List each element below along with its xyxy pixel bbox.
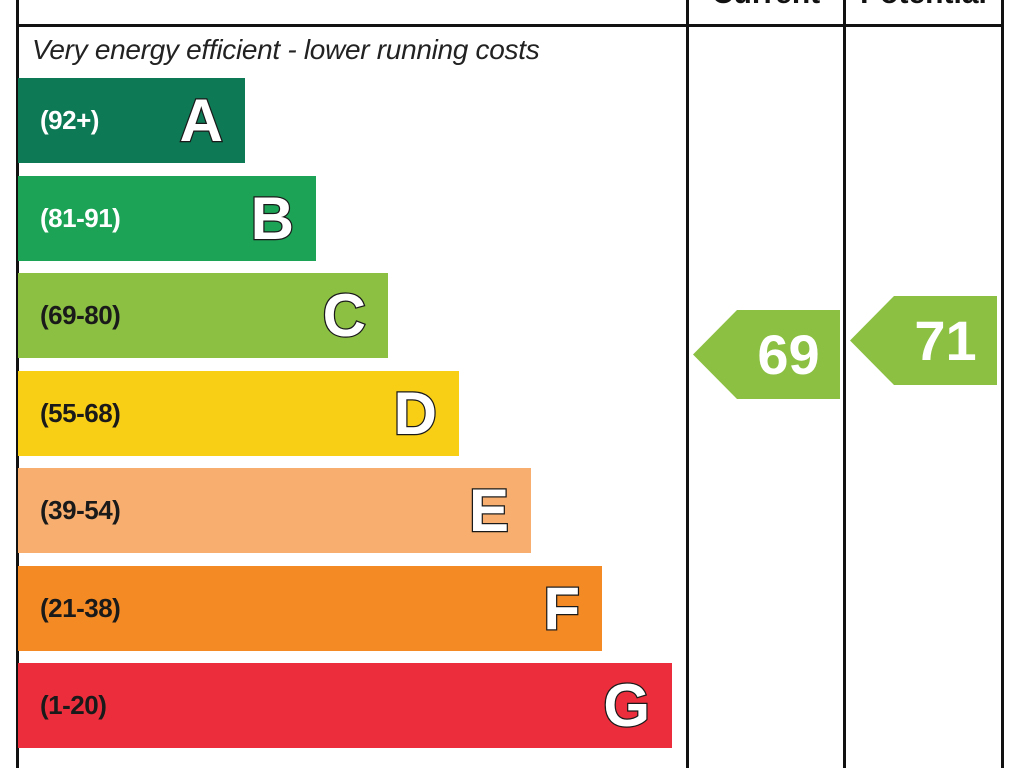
frame-right-line — [1001, 0, 1004, 768]
current-column-header: Current — [689, 0, 843, 9]
potential-rating-value: 71 — [914, 309, 977, 372]
potential-rating-arrow — [850, 296, 997, 385]
band-range-label: (81-91) — [40, 202, 121, 233]
frame-divider-potential — [843, 0, 846, 768]
band-letter-label: E — [468, 476, 511, 546]
band-f: (21-38) F — [18, 565, 602, 651]
band-e: (39-54) E — [18, 468, 531, 553]
frame-divider-current — [686, 0, 689, 768]
band-letter-label: F — [542, 573, 581, 643]
band-b: (81-91) B — [18, 175, 316, 261]
band-letter-label: G — [602, 671, 651, 741]
band-letter-label: C — [321, 281, 367, 351]
band-g: (1-20) G — [18, 663, 672, 748]
band-letter-label: A — [178, 86, 224, 156]
chart-subtitle: Very energy efficient - lower running co… — [32, 34, 540, 65]
band-range-label: (39-54) — [40, 495, 121, 525]
band-letter-label: D — [392, 378, 438, 448]
band-c: (69-80) C — [18, 273, 388, 358]
band-range-label: (69-80) — [40, 300, 121, 330]
band-a: (92+) A — [18, 78, 245, 163]
frame-top-line — [16, 24, 1004, 27]
band-d: (55-68) D — [18, 370, 459, 456]
band-range-label: (21-38) — [40, 592, 121, 623]
current-rating-value: 69 — [757, 323, 820, 386]
band-range-label: (92+) — [40, 105, 99, 135]
potential-column-header: Potential — [846, 0, 1001, 9]
current-rating-arrow — [693, 310, 840, 399]
frame-left-line — [16, 0, 19, 768]
band-range-label: (1-20) — [40, 690, 107, 720]
band-letter-label: B — [249, 183, 295, 253]
band-range-label: (55-68) — [40, 397, 121, 428]
